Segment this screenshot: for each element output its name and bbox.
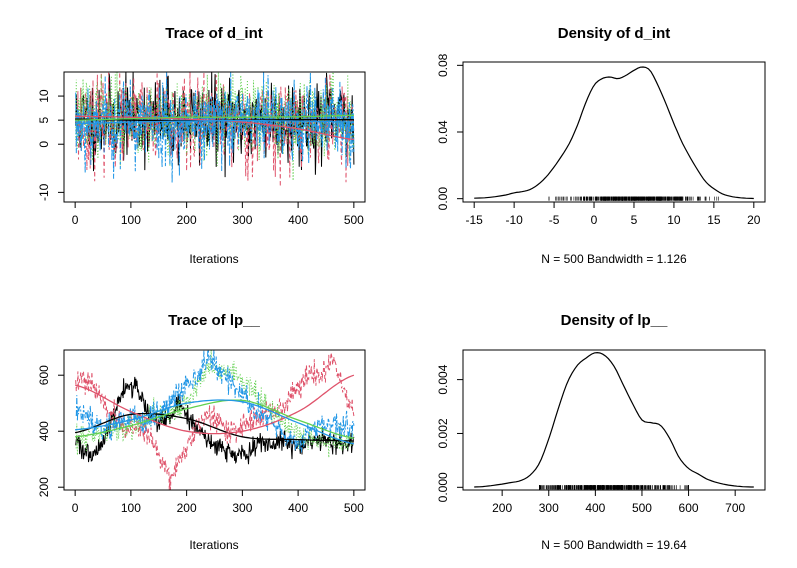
x-tick-label: 200 bbox=[177, 501, 197, 515]
smooth-line-4 bbox=[75, 119, 354, 125]
series-chain3 bbox=[75, 349, 355, 458]
x-tick-label: 200 bbox=[177, 213, 197, 227]
x-tick-label: 100 bbox=[121, 213, 141, 227]
y-tick-label: 0.004 bbox=[436, 364, 450, 394]
y-tick-label: 0.00 bbox=[436, 187, 450, 211]
chart-title: Density of lp__ bbox=[561, 312, 668, 329]
axes: 0 100 200 300 400 500 200 400 600 bbox=[37, 349, 366, 515]
y-tick-label: 400 bbox=[37, 421, 51, 441]
plot-frame bbox=[462, 349, 766, 491]
x-axis-label: Iterations bbox=[189, 538, 238, 552]
x-tick-label: 200 bbox=[492, 501, 512, 515]
y-tick-label: 5 bbox=[37, 116, 51, 123]
x-tick-label: 15 bbox=[707, 213, 721, 227]
smooth-line-2 bbox=[74, 374, 355, 435]
y-tick-label: 600 bbox=[37, 365, 51, 385]
series-lines bbox=[75, 71, 355, 187]
density-curve bbox=[474, 66, 754, 200]
series-lines bbox=[75, 349, 355, 491]
y-tick-label: -10 bbox=[37, 183, 51, 201]
x-tick-label: 500 bbox=[344, 501, 364, 515]
y-tick-label: 0 bbox=[37, 141, 51, 148]
x-tick-label: 0 bbox=[72, 501, 79, 515]
x-tick-label: 10 bbox=[667, 213, 681, 227]
smooth-line-3 bbox=[75, 114, 354, 121]
series-chain2 bbox=[75, 352, 355, 491]
x-tick-label: 500 bbox=[344, 213, 364, 227]
density-curve bbox=[474, 351, 754, 488]
x-tick-label: 400 bbox=[288, 213, 308, 227]
smooth-line-3 bbox=[75, 399, 355, 439]
density-line bbox=[474, 66, 754, 200]
x-tick-label: -5 bbox=[549, 213, 560, 227]
plot-frame bbox=[462, 61, 766, 203]
chart-title: Trace of d_int bbox=[165, 25, 263, 42]
x-tick-label: 300 bbox=[232, 213, 252, 227]
x-tick-label: 500 bbox=[632, 501, 652, 515]
smooth-line-4 bbox=[75, 399, 355, 445]
axes: 0 100 200 300 400 500 -10 0 5 10 bbox=[37, 71, 366, 227]
x-tick-label: 0 bbox=[591, 213, 598, 227]
chart-title: Trace of lp__ bbox=[168, 312, 260, 329]
y-tick-label: 0.04 bbox=[436, 120, 450, 144]
x-tick-label: -15 bbox=[466, 213, 484, 227]
chart-title: Density of d_int bbox=[558, 25, 671, 42]
rug-marks bbox=[548, 196, 719, 201]
series-chain4 bbox=[75, 71, 355, 183]
x-tick-label: 20 bbox=[747, 213, 761, 227]
x-axis-label: N = 500 Bandwidth = 19.64 bbox=[541, 538, 687, 552]
x-axis-label: N = 500 Bandwidth = 1.126 bbox=[541, 252, 687, 266]
series-chain4 bbox=[75, 349, 355, 453]
smooth-lines bbox=[75, 114, 354, 141]
x-tick-label: 0 bbox=[72, 213, 79, 227]
x-tick-label: 400 bbox=[585, 501, 605, 515]
x-axis-label: Iterations bbox=[189, 252, 238, 266]
x-tick-label: 300 bbox=[539, 501, 559, 515]
axes: 200 300 400 500 600 700 0.000 0.002 0.004 bbox=[436, 349, 766, 515]
panel-trace-d-int: Trace of d_int Iterations 0 100 200 300 400 5… bbox=[37, 25, 366, 266]
x-tick-label: -10 bbox=[505, 213, 523, 227]
rug-marks bbox=[539, 485, 689, 490]
y-tick-label: 0.000 bbox=[436, 472, 450, 502]
y-tick-label: 0.002 bbox=[436, 418, 450, 448]
panel-density-lp: Density of lp__ N = 500 Bandwidth = 19.6… bbox=[436, 312, 766, 552]
panel-trace-lp: Trace of lp__ Iterations 0 100 200 300 400 50… bbox=[37, 312, 366, 552]
axes: -15 -10 -5 0 5 10 15 20 0.00 0.04 0.08 bbox=[436, 53, 766, 227]
y-tick-label: 0.08 bbox=[436, 53, 450, 77]
x-tick-label: 400 bbox=[288, 501, 308, 515]
x-tick-label: 100 bbox=[121, 501, 141, 515]
smooth-lines bbox=[74, 374, 355, 445]
y-tick-label: 10 bbox=[37, 89, 51, 103]
x-tick-label: 300 bbox=[232, 501, 252, 515]
x-tick-label: 700 bbox=[725, 501, 745, 515]
smooth-line-1 bbox=[74, 412, 354, 442]
x-tick-label: 600 bbox=[679, 501, 699, 515]
panel-density-d-int: Density of d_int N = 500 Bandwidth = 1.1… bbox=[436, 25, 766, 266]
density-line bbox=[474, 351, 754, 488]
x-tick-label: 5 bbox=[631, 213, 638, 227]
y-tick-label: 200 bbox=[37, 477, 51, 497]
